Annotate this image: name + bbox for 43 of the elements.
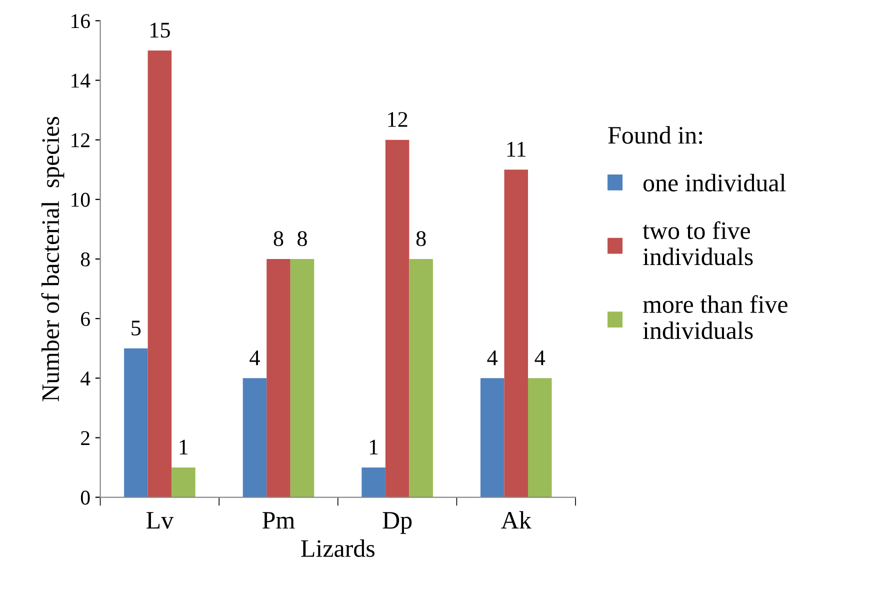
x-tick-label: Pm xyxy=(262,512,295,529)
data-label: 12 xyxy=(388,112,408,127)
bar xyxy=(362,467,386,498)
legend-label: two to five individuals xyxy=(642,221,753,266)
data-label: 5 xyxy=(132,320,141,336)
y-axis-title: Number of bacterial species xyxy=(41,116,64,402)
bar xyxy=(172,467,196,498)
y-tick-label: 4 xyxy=(80,372,90,386)
x-tick-label: Dp xyxy=(382,512,412,534)
data-label: 15 xyxy=(150,22,170,38)
bar xyxy=(290,259,314,498)
legend-label: more than five individuals xyxy=(643,295,788,340)
data-label: 8 xyxy=(298,231,307,246)
bar xyxy=(528,378,552,498)
y-tick-label: 12 xyxy=(72,133,90,148)
data-label: 1 xyxy=(180,440,188,454)
data-label: 1 xyxy=(370,440,378,454)
bar xyxy=(124,348,148,498)
x-tick-label: Lv xyxy=(146,512,174,529)
bar xyxy=(242,378,267,498)
data-label: 4 xyxy=(250,350,260,366)
y-tick-label: 2 xyxy=(81,431,90,445)
data-label: 11 xyxy=(507,142,526,157)
y-tick-label: 14 xyxy=(72,74,90,88)
legend-label: one individual xyxy=(643,174,786,192)
y-tick-label: 0 xyxy=(80,490,90,505)
bar xyxy=(148,50,172,498)
bar xyxy=(266,259,290,498)
y-tick-label: 10 xyxy=(72,192,90,207)
data-label: 8 xyxy=(274,231,284,246)
legend-title: Found in: xyxy=(608,126,702,144)
x-axis-title: Lizards xyxy=(301,539,374,557)
data-label: 4 xyxy=(534,350,546,366)
bar xyxy=(504,170,528,498)
bar xyxy=(480,378,504,498)
bar xyxy=(385,140,410,498)
bar xyxy=(409,259,433,498)
data-label: 8 xyxy=(416,231,426,246)
data-label: 4 xyxy=(487,350,498,366)
y-tick-label: 6 xyxy=(81,312,90,326)
y-tick-label: 8 xyxy=(80,252,90,266)
x-tick-label: Ak xyxy=(501,511,532,529)
y-tick-label: 16 xyxy=(72,14,90,28)
